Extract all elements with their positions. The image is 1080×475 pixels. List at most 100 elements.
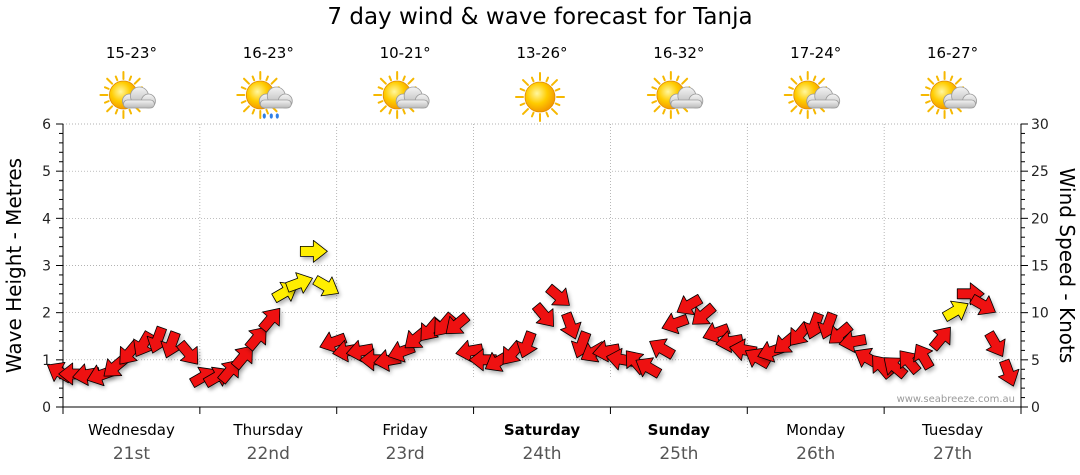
sun-ray — [653, 105, 661, 113]
sun-ray — [128, 108, 133, 115]
partly-cloudy-icon — [920, 71, 977, 119]
cloud-base — [944, 99, 976, 109]
sun-ray — [243, 105, 250, 113]
sun-ray — [788, 86, 794, 90]
right-tick-label: 30 — [1031, 117, 1049, 133]
cloud-shape — [258, 86, 293, 109]
left-tick-label: 2 — [42, 306, 51, 322]
cloud-shape — [806, 86, 841, 109]
sun-ray — [106, 105, 114, 113]
rain-showers-icon — [236, 71, 293, 119]
wind-arrow — [545, 283, 570, 306]
sun-ray — [519, 102, 526, 107]
sun-ray — [545, 111, 550, 118]
left-tick-label: 3 — [42, 259, 51, 275]
sun-ray — [551, 79, 558, 86]
sun-ray — [788, 100, 794, 104]
day-name-label: Friday — [382, 421, 428, 439]
wind-arrow — [676, 294, 704, 316]
left-tick-label: 0 — [42, 400, 51, 416]
wind-arrow — [649, 338, 676, 360]
sun-ray — [128, 75, 133, 82]
sun-ray — [812, 75, 817, 82]
day-name-label: Tuesday — [921, 421, 983, 439]
sun-ray — [522, 79, 529, 86]
sun-ray — [818, 77, 825, 85]
sun-ray — [106, 77, 114, 85]
day-date-label: 24th — [522, 444, 561, 464]
day-temperature: 10-21° — [380, 44, 431, 62]
cloud-shape — [669, 86, 704, 109]
sun-ray — [251, 108, 256, 115]
wind-arrow — [883, 357, 909, 380]
sun-ray — [270, 77, 278, 85]
wind-arrow — [176, 339, 199, 365]
sun-ray — [377, 100, 384, 104]
day-name-label: Sunday — [648, 421, 711, 439]
wind-arrow — [468, 348, 497, 372]
cloud-base — [670, 99, 703, 109]
sun-ray — [240, 86, 247, 90]
day-labels: Wednesday 21st Thursday 22nd Friday 23rd Satur… — [88, 421, 983, 464]
wind-arrow — [692, 302, 717, 325]
day-name-label: Saturday — [504, 421, 581, 439]
wind-arrow — [969, 294, 996, 316]
wind-arrow — [899, 350, 922, 376]
wind-arrow — [516, 330, 538, 359]
right-tick-label: 5 — [1031, 353, 1040, 369]
sun-ray — [799, 75, 803, 82]
sun-ray — [651, 86, 658, 90]
sun-ray — [662, 108, 666, 115]
sun-ray — [251, 75, 256, 82]
sun-ray — [407, 77, 415, 85]
sun-ray — [954, 77, 962, 85]
left-tick-label: 1 — [42, 353, 51, 369]
wind-arrow — [299, 239, 328, 263]
day-temperature: 16-32° — [653, 44, 704, 62]
sun-ray — [530, 76, 535, 83]
cloud-shape — [122, 86, 156, 109]
weather-row: 15-23° 16-23° 10-21° 13-26° 16-32° 17-24° 16-2… — [99, 44, 978, 122]
cloud-base — [807, 99, 840, 109]
day-temperature: 16-27° — [927, 44, 978, 62]
wind-arrow — [635, 357, 663, 379]
sun-ray — [388, 75, 393, 82]
day-name-label: Thursday — [232, 421, 303, 439]
sun-ray — [379, 105, 387, 113]
rain-drop — [269, 113, 273, 119]
cloud-base — [123, 99, 155, 109]
partly-cloudy-icon — [783, 71, 841, 119]
day-date-label: 25th — [659, 444, 698, 464]
right-tick-label: 0 — [1031, 400, 1040, 416]
partly-cloudy-icon — [99, 71, 156, 119]
sun-ray — [949, 75, 954, 82]
wind-arrow — [319, 331, 348, 354]
sun-ray — [554, 87, 561, 92]
day-name-label: Monday — [786, 421, 845, 439]
sun-ray — [103, 86, 110, 90]
day-name-label: Wednesday — [88, 421, 175, 439]
partly-cloudy-icon — [373, 71, 430, 119]
day-date-label: 26th — [796, 444, 835, 464]
sun-ray — [681, 77, 689, 85]
left-tick-label: 5 — [42, 164, 51, 180]
wind-arrow — [445, 312, 471, 335]
sun-ray — [799, 108, 803, 115]
sun-ray — [927, 105, 935, 113]
sun-ray — [240, 100, 247, 104]
sun-ray — [551, 108, 558, 115]
wind-arrow — [838, 330, 867, 353]
sun-ray — [675, 108, 680, 115]
sun-ray — [265, 108, 269, 115]
right-tick-label: 25 — [1031, 164, 1049, 180]
sun-ray — [522, 108, 529, 115]
sun-ray — [114, 108, 119, 115]
axes: 0 1 2 3 4 5 6 0 5 10 15 20 25 30 Wave Height - Metres W… — [2, 117, 1079, 416]
wind-arrow — [984, 330, 1006, 357]
wind-arrow — [345, 339, 375, 363]
wind-arrow — [913, 343, 935, 371]
chart-title: 7 day wind & wave forecast for Tanja — [327, 4, 753, 30]
cloud-base — [396, 99, 429, 109]
sun-ray — [519, 87, 526, 92]
